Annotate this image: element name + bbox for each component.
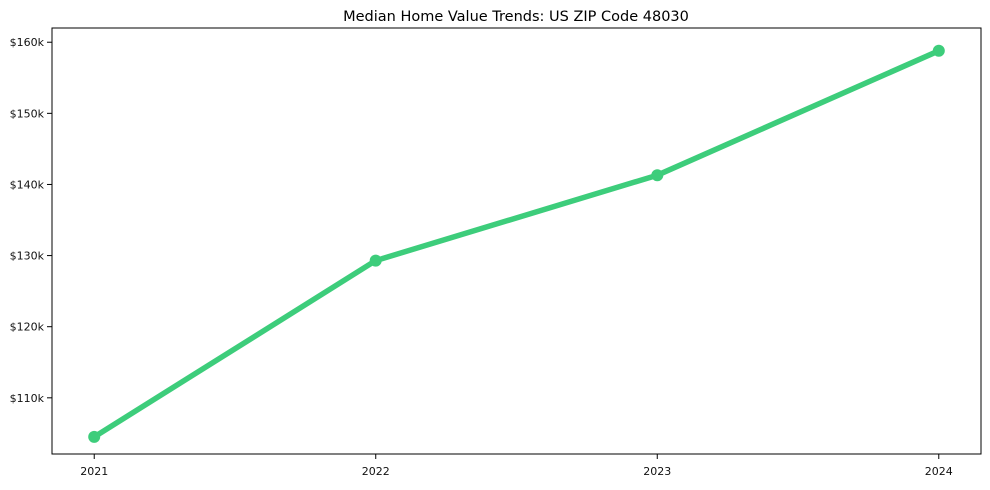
data-point-marker bbox=[932, 44, 945, 57]
y-axis: $110k $120k $130k $140k $150k $160k bbox=[10, 36, 52, 405]
chart-title: Median Home Value Trends: US ZIP Code 48… bbox=[343, 9, 689, 25]
y-tick-label: $150k bbox=[10, 107, 45, 120]
x-tick-label: 2021 bbox=[80, 465, 108, 478]
x-tick-label: 2024 bbox=[925, 465, 953, 478]
axes-box bbox=[51, 27, 982, 455]
y-tick-label: $110k bbox=[10, 392, 45, 405]
x-tick-label: 2023 bbox=[643, 465, 671, 478]
series-group bbox=[88, 44, 945, 443]
y-tick-label: $130k bbox=[10, 250, 45, 263]
trend-line bbox=[91, 48, 942, 440]
y-tick-label: $160k bbox=[10, 36, 45, 49]
data-point-marker bbox=[88, 430, 101, 443]
x-tick-label: 2022 bbox=[362, 465, 390, 478]
data-point-marker bbox=[651, 169, 664, 182]
y-tick-label: $120k bbox=[10, 321, 45, 334]
x-axis: 2021 2022 2023 2024 bbox=[80, 454, 953, 478]
y-tick-label: $140k bbox=[10, 178, 45, 191]
data-point-marker bbox=[369, 254, 382, 267]
